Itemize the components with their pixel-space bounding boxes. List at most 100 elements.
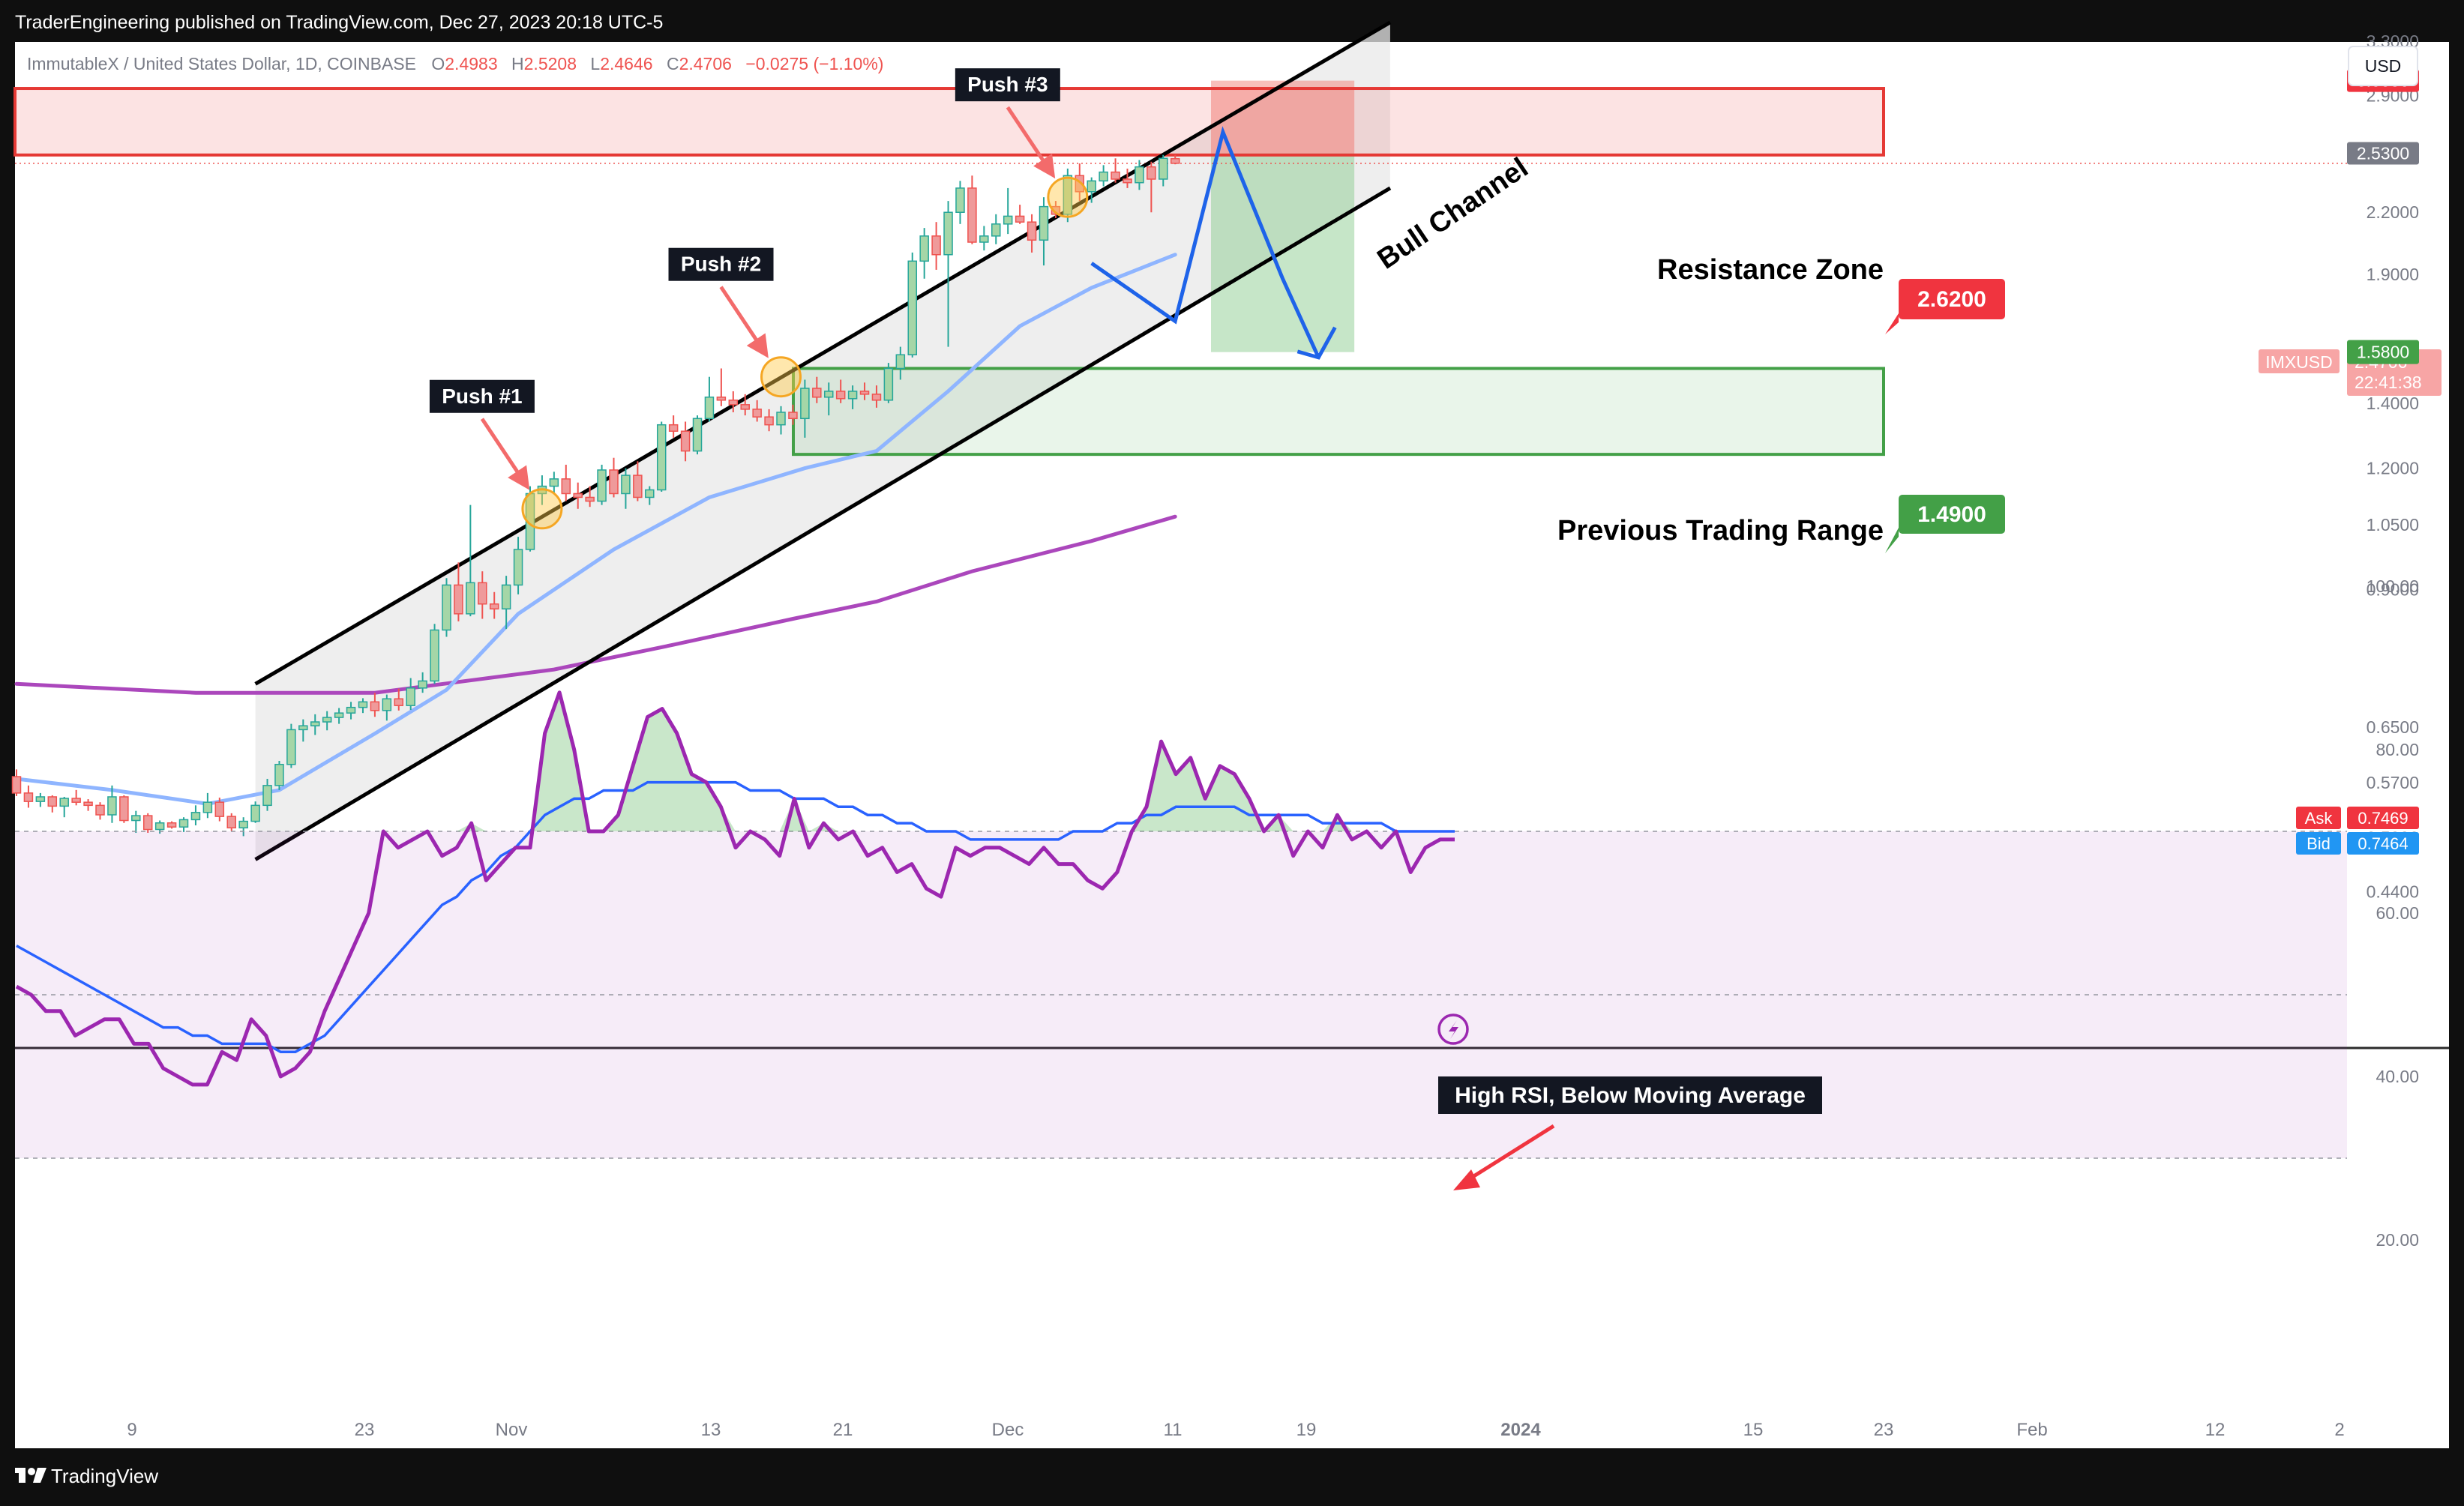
candle-body (835, 391, 846, 400)
candle (406, 678, 415, 710)
candle (1147, 161, 1156, 213)
candle (142, 813, 153, 833)
callout-pointer (1885, 313, 1899, 334)
candle (1015, 205, 1025, 224)
push-circle (760, 356, 802, 398)
candle (59, 796, 69, 818)
candle (501, 576, 511, 630)
push-arrow (1006, 106, 1056, 179)
candle (847, 385, 858, 409)
candle-body (597, 469, 607, 502)
lightning-event-icon[interactable] (1437, 1013, 1469, 1045)
price-tick-label: 1.4000 (2367, 394, 2419, 413)
time-tick-label: 15 (1743, 1420, 1764, 1440)
time-tick-label: 23 (355, 1420, 375, 1440)
candle-body (716, 397, 727, 401)
time-tick-label: 11 (1164, 1420, 1183, 1440)
candle-body (166, 822, 177, 828)
currency-button[interactable]: USD (2348, 46, 2418, 86)
time-tick-label: 2 (2334, 1420, 2344, 1440)
candle (1051, 201, 1061, 218)
candle (394, 688, 404, 711)
push-arrow (719, 286, 769, 358)
previous-trading-range-label: Previous Trading Range (1557, 515, 1884, 546)
price-tag-text: 2.5300 (2357, 144, 2409, 163)
candle-body (621, 475, 631, 495)
rsi-tick-label: 60.00 (2376, 903, 2419, 923)
candle (549, 472, 559, 494)
candle-body (107, 796, 117, 816)
currency-label: USD (2365, 56, 2402, 76)
candle (489, 591, 499, 619)
candle (991, 214, 1001, 244)
projection-arrowhead (1296, 326, 1337, 360)
candle (573, 482, 583, 509)
push-label: Push #3 (967, 73, 1048, 96)
candle-body (310, 721, 320, 726)
candle-body (214, 801, 225, 817)
rsi-line (15, 690, 1455, 1087)
candle (1170, 154, 1180, 165)
time-tick-label: Dec (992, 1420, 1024, 1440)
candle (812, 376, 822, 403)
legend-open-label: O (431, 54, 445, 73)
legend-low-value: 2.4646 (600, 54, 652, 73)
candle (835, 379, 846, 403)
candle-body (883, 367, 894, 401)
legend-close-label: C (667, 54, 679, 73)
rsi-overbought-fill (603, 708, 736, 831)
candle (71, 789, 81, 806)
candle-body (23, 792, 34, 802)
candle (883, 363, 894, 403)
candle (107, 785, 117, 823)
candle-body (358, 701, 368, 708)
candle-body (178, 819, 189, 828)
trading-range-box (792, 367, 1885, 457)
rsi-moving-average-line (16, 780, 1455, 1054)
candle-body (501, 584, 511, 609)
candle-body (1087, 180, 1096, 193)
candle-body (561, 478, 571, 495)
rsi-tick-label: 20.00 (2376, 1230, 2419, 1250)
candle (238, 817, 248, 837)
candle-body (466, 582, 475, 615)
candle (334, 708, 344, 724)
candle (23, 785, 34, 808)
ask-tag-label-box (2296, 807, 2341, 829)
candle-body (47, 796, 58, 807)
candle-body (202, 801, 213, 813)
candle (35, 792, 46, 807)
candle-body (656, 424, 667, 491)
candle (454, 562, 463, 621)
time-tick-label: 23 (1874, 1420, 1894, 1440)
rsi-overbought-fill (1132, 741, 1264, 831)
candle-body (788, 412, 798, 420)
candle (788, 404, 798, 425)
legend-close-value: 2.4706 (679, 54, 732, 73)
high-rsi-label-box (1438, 1076, 1822, 1114)
legend-high-label: H (511, 54, 524, 73)
resistance-price-tag: 2.6200 (1885, 279, 2005, 334)
candle (633, 461, 643, 502)
legend-change: −0.0275 (−1.10%) (745, 54, 883, 73)
candle (645, 486, 655, 505)
candle-body (907, 260, 917, 356)
candle (166, 821, 177, 829)
candle (298, 719, 308, 742)
position-stop-zone (1211, 80, 1355, 154)
rsi-tick-label: 100.00 (2367, 576, 2419, 596)
candle-body (298, 725, 308, 731)
candle-body (573, 493, 583, 499)
candle (668, 415, 679, 438)
legend-line: ImmutableX / United States Dollar, 1D, C… (27, 54, 883, 73)
candle-body (1015, 215, 1025, 223)
rsi-overbought-fill (1263, 815, 1293, 831)
candle (680, 421, 691, 462)
price-tag-box (2347, 142, 2419, 165)
legend-high-value: 2.5208 (524, 54, 577, 73)
bid-tag-label-box (2296, 832, 2341, 855)
candle-body (692, 418, 703, 452)
candle (1123, 168, 1132, 188)
candle (214, 798, 225, 822)
time-tick-label: 12 (2205, 1420, 2226, 1440)
